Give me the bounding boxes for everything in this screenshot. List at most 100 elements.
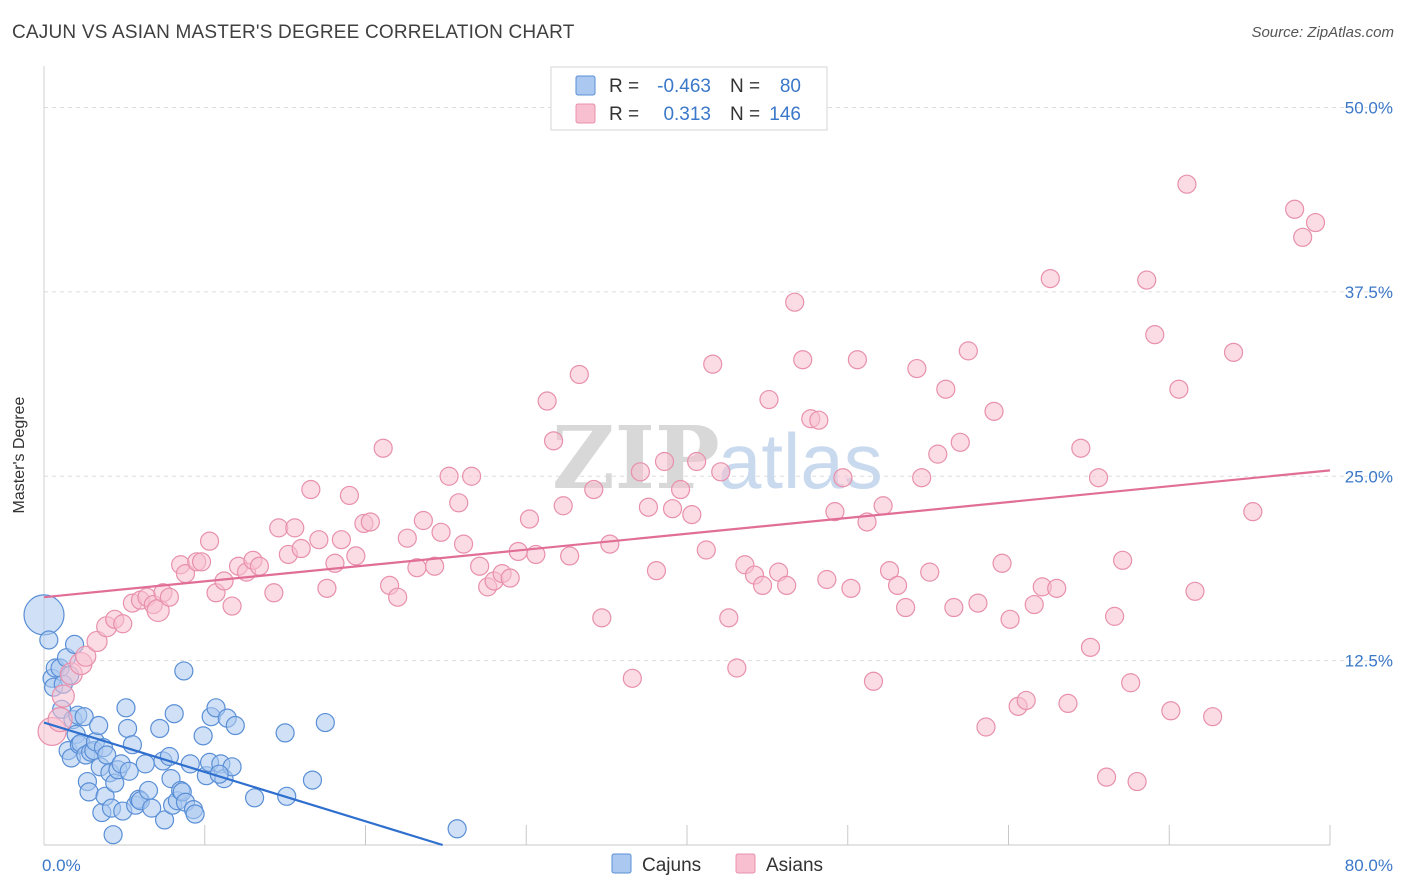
point-cajuns-45	[135, 754, 155, 774]
point-cajuns-46	[138, 780, 159, 801]
legend-r-value-cajuns: -0.463	[657, 76, 711, 97]
point-asians-87	[752, 575, 773, 596]
point-cajuns-33	[103, 825, 123, 845]
chart-title: CAJUN VS ASIAN MASTER'S DEGREE CORRELATI…	[12, 22, 575, 43]
point-asians-90	[777, 575, 797, 596]
point-asians-53	[453, 534, 474, 554]
point-asians-110	[936, 379, 956, 399]
y-tick-label-3: 50.0%	[1345, 99, 1393, 118]
point-asians-39	[339, 485, 360, 506]
point-asians-52	[449, 493, 469, 513]
point-asians-55	[470, 556, 490, 576]
point-cajuns-58	[174, 661, 194, 681]
point-asians-92	[793, 350, 813, 370]
point-cajuns-18	[74, 707, 94, 727]
point-asians-32	[285, 518, 305, 538]
point-asians-51	[439, 466, 459, 486]
point-asians-67	[569, 364, 589, 385]
bottom-legend-swatch-cajuns	[611, 853, 632, 874]
point-asians-106	[907, 358, 927, 379]
point-asians-104	[887, 575, 908, 596]
point-asians-121	[1024, 594, 1044, 615]
legend-r-label-asians: R =	[609, 104, 639, 125]
point-asians-105	[896, 597, 916, 618]
point-asians-99	[847, 350, 867, 370]
point-asians-6	[86, 630, 108, 653]
point-asians-75	[654, 451, 675, 472]
point-asians-76	[662, 499, 683, 519]
point-asians-132	[1121, 673, 1141, 693]
point-asians-101	[863, 671, 884, 691]
point-cajuns-50	[154, 810, 175, 830]
point-asians-2	[51, 684, 75, 708]
chart-source: Source: ZipAtlas.com	[1251, 24, 1394, 41]
point-asians-129	[1096, 767, 1117, 787]
point-cajuns-76	[302, 770, 323, 790]
point-asians-88	[759, 389, 779, 410]
point-asians-84	[727, 658, 747, 678]
point-asians-102	[873, 496, 893, 516]
point-cajuns-38	[116, 698, 136, 718]
point-asians-35	[309, 530, 329, 550]
point-asians-70	[600, 534, 620, 554]
point-asians-124	[1047, 578, 1067, 598]
bottom-legend-swatch-asians	[735, 853, 756, 874]
point-asians-91	[785, 292, 805, 312]
point-asians-21	[199, 531, 220, 551]
point-asians-16	[159, 587, 179, 607]
point-asians-71	[622, 668, 642, 688]
point-asians-113	[958, 341, 978, 361]
trend-line-asians	[43, 469, 1331, 599]
point-asians-127	[1080, 637, 1101, 657]
point-asians-48	[413, 510, 433, 531]
point-asians-118	[1000, 609, 1020, 629]
point-asians-78	[682, 504, 702, 525]
bottom-legend: Cajuns Asians	[611, 853, 823, 876]
point-asians-20	[191, 552, 212, 572]
point-asians-141	[1223, 342, 1244, 362]
x-tick-label-0: 0.0%	[42, 856, 81, 875]
legend-n-label-cajuns: N =	[730, 76, 760, 97]
point-asians-137	[1169, 379, 1189, 399]
point-cajuns-21	[79, 782, 99, 802]
point-cajuns-78	[447, 819, 467, 839]
point-asians-28	[249, 556, 270, 576]
point-asians-120	[1016, 690, 1036, 711]
point-asians-69	[592, 608, 612, 628]
point-asians-72	[630, 462, 650, 482]
tick-labels: 12.5% 25.0% 37.5% 50.0% 0.0% 80.0%	[42, 99, 1393, 876]
point-asians-79	[687, 451, 707, 472]
point-asians-144	[1293, 227, 1313, 247]
point-asians-68	[584, 479, 604, 500]
legend-swatch-cajuns	[575, 75, 596, 96]
point-cajuns-39	[117, 718, 138, 739]
point-asians-123	[1040, 269, 1060, 289]
point-asians-130	[1104, 606, 1125, 626]
point-asians-98	[841, 578, 861, 598]
point-asians-40	[346, 546, 366, 566]
point-cajuns-0	[23, 594, 65, 636]
point-asians-77	[670, 479, 691, 500]
point-asians-114	[968, 593, 988, 613]
point-asians-135	[1145, 325, 1165, 345]
point-asians-66	[560, 546, 580, 566]
point-asians-128	[1088, 468, 1109, 488]
point-cajuns-54	[164, 704, 184, 724]
point-asians-30	[269, 518, 289, 538]
point-asians-125	[1058, 693, 1078, 714]
point-asians-96	[825, 502, 845, 522]
point-asians-64	[543, 431, 564, 451]
point-asians-139	[1185, 581, 1205, 601]
point-asians-112	[950, 432, 970, 452]
point-asians-36	[317, 578, 337, 598]
point-asians-73	[638, 497, 659, 517]
point-cajuns-48	[150, 718, 170, 739]
point-asians-81	[703, 354, 723, 374]
point-asians-24	[222, 596, 242, 616]
point-asians-45	[388, 587, 408, 607]
legend-swatch-asians	[575, 103, 596, 124]
point-cajuns-72	[225, 715, 245, 736]
trend-lines	[43, 469, 1331, 847]
x-tick-label-1: 80.0%	[1345, 856, 1393, 875]
point-asians-140	[1203, 707, 1223, 727]
